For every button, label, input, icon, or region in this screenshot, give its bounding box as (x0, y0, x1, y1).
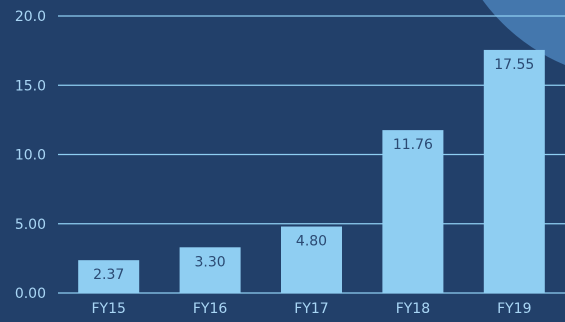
x-tick-label: FY17 (294, 301, 328, 317)
data-label: 2.37 (93, 267, 124, 283)
bar-fy16 (179, 247, 241, 293)
bar-fy17 (281, 226, 342, 293)
data-label: 11.76 (393, 137, 433, 153)
bar-fy15 (78, 260, 140, 293)
y-tick-label: 10.0 (15, 148, 46, 164)
data-label: 4.80 (296, 234, 327, 250)
y-tick-label: 15.0 (15, 78, 46, 94)
data-label: 3.30 (195, 254, 226, 270)
bar-fy19 (483, 49, 545, 294)
x-tick-label: FY18 (396, 301, 430, 317)
y-tick-label: 20.0 (15, 9, 46, 25)
x-tick-label: FY19 (497, 301, 531, 317)
x-tick-label: FY15 (91, 301, 125, 317)
y-tick-label: 5.00 (15, 217, 46, 233)
x-tick-label: FY16 (193, 301, 228, 317)
bar-fy18 (382, 130, 444, 293)
data-label: 17.55 (494, 57, 534, 73)
y-tick-label: 0.00 (15, 286, 46, 302)
